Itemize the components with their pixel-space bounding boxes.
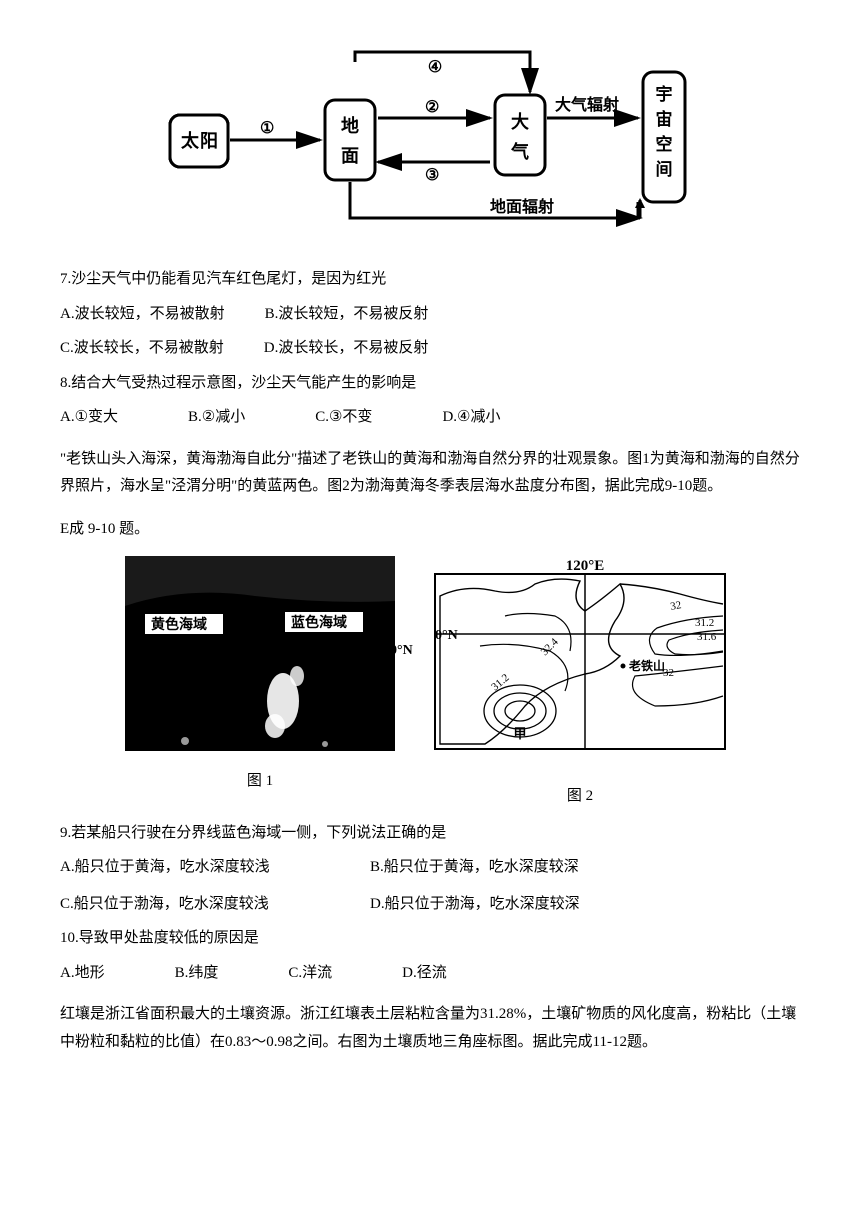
q8-C: C.③不变 xyxy=(315,403,372,432)
svg-text:地面辐射: 地面辐射 xyxy=(490,197,554,216)
q9-D: D.船只位于渤海，吃水深度较深 xyxy=(370,890,650,919)
q10-B: B.纬度 xyxy=(175,959,219,988)
svg-text:31.6: 31.6 xyxy=(697,631,717,643)
q10-D: D.径流 xyxy=(402,959,447,988)
q8-stem: 8.结合大气受热过程示意图，沙尘天气能产生的影响是 xyxy=(60,369,800,398)
q10-stem: 10.导致甲处盐度较低的原因是 xyxy=(60,924,800,953)
svg-text:面: 面 xyxy=(341,146,359,166)
q9-A: A.船只位于黄海，吃水深度较浅 xyxy=(60,853,340,882)
q7-stem: 7.沙尘天气中仍能看见汽车红色尾灯，是因为红光 xyxy=(60,265,800,294)
svg-text:间: 间 xyxy=(656,159,673,179)
svg-text:①: ① xyxy=(260,120,274,137)
q10-C: C.洋流 xyxy=(288,959,332,988)
svg-text:蓝色海域: 蓝色海域 xyxy=(291,614,347,631)
q9-B: B.船只位于黄海，吃水深度较深 xyxy=(370,853,650,882)
svg-text:④: ④ xyxy=(428,59,442,76)
svg-text:大气辐射: 大气辐射 xyxy=(555,95,619,114)
svg-text:31.2: 31.2 xyxy=(695,617,714,629)
figures-9-10: 黄色海域 蓝色海域 图 1 120°E 40°N 40°N xyxy=(60,556,800,811)
passage-11-12: 红壤是浙江省面积最大的土壤资源。浙江红壤表土层粘粒含量为31.28%，土壤矿物质… xyxy=(60,1001,800,1057)
q7-row2: C.波长较长，不易被散射 D.波长较长，不易被反射 xyxy=(60,334,800,363)
svg-text:大: 大 xyxy=(511,111,529,132)
q9-C: C.船只位于渤海，吃水深度较浅 xyxy=(60,890,340,919)
svg-text:宙: 宙 xyxy=(656,109,673,129)
svg-text:32: 32 xyxy=(669,599,682,613)
q7-C: C.波长较长，不易被散射 xyxy=(60,334,224,363)
q8-D: D.④减小 xyxy=(442,403,500,432)
svg-text:空: 空 xyxy=(656,134,673,154)
svg-text:地: 地 xyxy=(341,115,359,136)
q10-A: A.地形 xyxy=(60,959,105,988)
q9-options: A.船只位于黄海，吃水深度较浅 B.船只位于黄海，吃水深度较深 C.船只位于渤海… xyxy=(60,853,800,918)
q8-B: B.②减小 xyxy=(188,403,245,432)
q7-row1: A.波长较短，不易被散射 B.波长较短，不易被反射 xyxy=(60,300,800,329)
q7-D: D.波长较长，不易被反射 xyxy=(264,334,429,363)
passage-9-10: "老铁山头入海深，黄海渤海自此分"描述了老铁山的黄海和渤海自然分界的壮观景象。图… xyxy=(60,446,800,502)
q10-options: A.地形 B.纬度 C.洋流 D.径流 xyxy=(60,959,800,988)
svg-text:③: ③ xyxy=(425,167,439,184)
q7-A: A.波长较短，不易被散射 xyxy=(60,300,225,329)
fig2-caption: 图 2 xyxy=(425,782,735,811)
svg-text:黄色海域: 黄色海域 xyxy=(151,616,207,633)
lat-label: 40°N xyxy=(383,638,413,665)
svg-text:太: 太 xyxy=(181,130,200,151)
svg-text:气: 气 xyxy=(510,141,529,162)
svg-text:宇: 宇 xyxy=(656,84,673,104)
svg-text:120°E: 120°E xyxy=(566,558,605,574)
q8-options: A.①变大 B.②减小 C.③不变 D.④减小 xyxy=(60,403,800,432)
svg-text:②: ② xyxy=(425,99,439,116)
fig-header: E成 9-10 题。 xyxy=(60,515,800,544)
fig1-caption: 图 1 xyxy=(125,767,395,796)
q8-A: A.①变大 xyxy=(60,403,118,432)
q7-B: B.波长较短，不易被反射 xyxy=(265,300,429,329)
svg-text:老铁山: 老铁山 xyxy=(629,658,665,673)
svg-text:阳: 阳 xyxy=(200,131,218,151)
q9-stem: 9.若某船只行驶在分界线蓝色海域一侧，下列说法正确的是 xyxy=(60,819,800,848)
figure-2: 120°E 40°N 40°N xyxy=(425,556,735,811)
heat-process-diagram: ④ 太 太 阳 太阳 太 阳 ① 地 面 ② ③ 大 气 大气辐射 宇 宙 空 … xyxy=(60,40,800,240)
svg-text:甲: 甲 xyxy=(513,726,526,741)
figure-1: 黄色海域 蓝色海域 图 1 xyxy=(125,556,395,811)
